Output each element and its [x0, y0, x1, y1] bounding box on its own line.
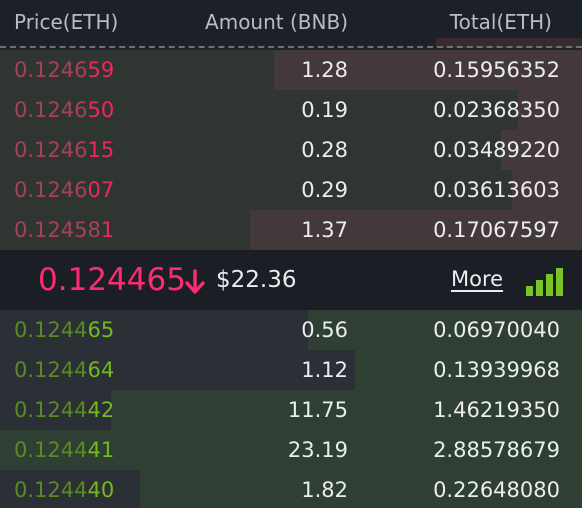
depth-bar — [517, 90, 582, 130]
ask-amount: 1.28 — [301, 58, 348, 82]
depth-bar — [436, 38, 582, 48]
last-price-fiat: $22.36 — [216, 267, 297, 293]
depth-bar — [500, 130, 582, 170]
ask-total: 0.02368350 — [433, 98, 560, 122]
bid-total: 0.06970040 — [433, 318, 560, 342]
ask-price: 0.124581 — [14, 218, 115, 242]
ask-row[interactable]: 0.124659 1.28 0.15956352 — [0, 50, 582, 90]
ask-row[interactable]: 0.124650 0.19 0.02368350 — [0, 90, 582, 130]
depth-bar — [250, 210, 582, 250]
header-divider — [0, 46, 582, 48]
bid-amount: 0.56 — [301, 318, 348, 342]
bid-price: 0.124440 — [14, 478, 115, 502]
depth-bar — [308, 310, 582, 350]
ask-amount: 0.19 — [301, 98, 348, 122]
ask-price: 0.124607 — [14, 178, 115, 202]
ask-total: 0.03613603 — [433, 178, 560, 202]
bid-price: 0.124464 — [14, 358, 115, 382]
bid-price: 0.124465 — [14, 318, 115, 342]
bid-row[interactable]: 0.124465 0.56 0.06970040 — [0, 310, 582, 350]
last-price: 0.124465 — [38, 262, 186, 298]
depth-bar — [110, 390, 582, 430]
amount-column-header: Amount (BNB) — [205, 10, 348, 34]
depth-bar — [355, 350, 582, 390]
depth-bar — [139, 470, 582, 508]
bid-row[interactable]: 0.124442 11.75 1.46219350 — [0, 390, 582, 430]
bid-total: 0.13939968 — [433, 358, 560, 382]
total-column-header: Total(ETH) — [449, 10, 552, 34]
bid-row[interactable]: 0.124440 1.82 0.22648080 — [0, 470, 582, 508]
bid-amount: 1.82 — [301, 478, 348, 502]
bid-total: 1.46219350 — [433, 398, 560, 422]
bid-amount: 23.19 — [287, 438, 348, 462]
order-book-header: Price(ETH) Amount (BNB) Total(ETH) — [0, 0, 582, 44]
ask-price: 0.124650 — [14, 98, 115, 122]
depth-bar — [0, 430, 582, 470]
ask-row[interactable]: 0.124581 1.37 0.17067597 — [0, 210, 582, 250]
bid-total: 0.22648080 — [433, 478, 560, 502]
bid-row[interactable]: 0.124464 1.12 0.13939968 — [0, 350, 582, 390]
bid-row[interactable]: 0.124441 23.19 2.88578679 — [0, 430, 582, 470]
ask-amount: 0.29 — [301, 178, 348, 202]
ask-total: 0.17067597 — [433, 218, 560, 242]
price-column-header: Price(ETH) — [14, 10, 119, 34]
arrow-down-icon — [185, 269, 205, 294]
bid-amount: 1.12 — [301, 358, 348, 382]
bid-amount: 11.75 — [287, 398, 348, 422]
ask-row[interactable]: 0.124615 0.28 0.03489220 — [0, 130, 582, 170]
depth-bar — [512, 170, 582, 210]
ask-row[interactable]: 0.124607 0.29 0.03613603 — [0, 170, 582, 210]
bid-price: 0.124442 — [14, 398, 115, 422]
bid-total: 2.88578679 — [433, 438, 560, 462]
ask-amount: 1.37 — [301, 218, 348, 242]
depth-bar — [273, 50, 582, 90]
bid-price: 0.124441 — [14, 438, 115, 462]
ask-total: 0.15956352 — [433, 58, 560, 82]
ask-total: 0.03489220 — [433, 138, 560, 162]
ask-amount: 0.28 — [301, 138, 348, 162]
last-price-bar: 0.124465 $22.36 More — [0, 250, 582, 310]
ask-price: 0.124659 — [14, 58, 115, 82]
signal-bars-icon[interactable] — [526, 268, 564, 296]
ask-price: 0.124615 — [14, 138, 115, 162]
more-link[interactable]: More — [451, 267, 504, 291]
